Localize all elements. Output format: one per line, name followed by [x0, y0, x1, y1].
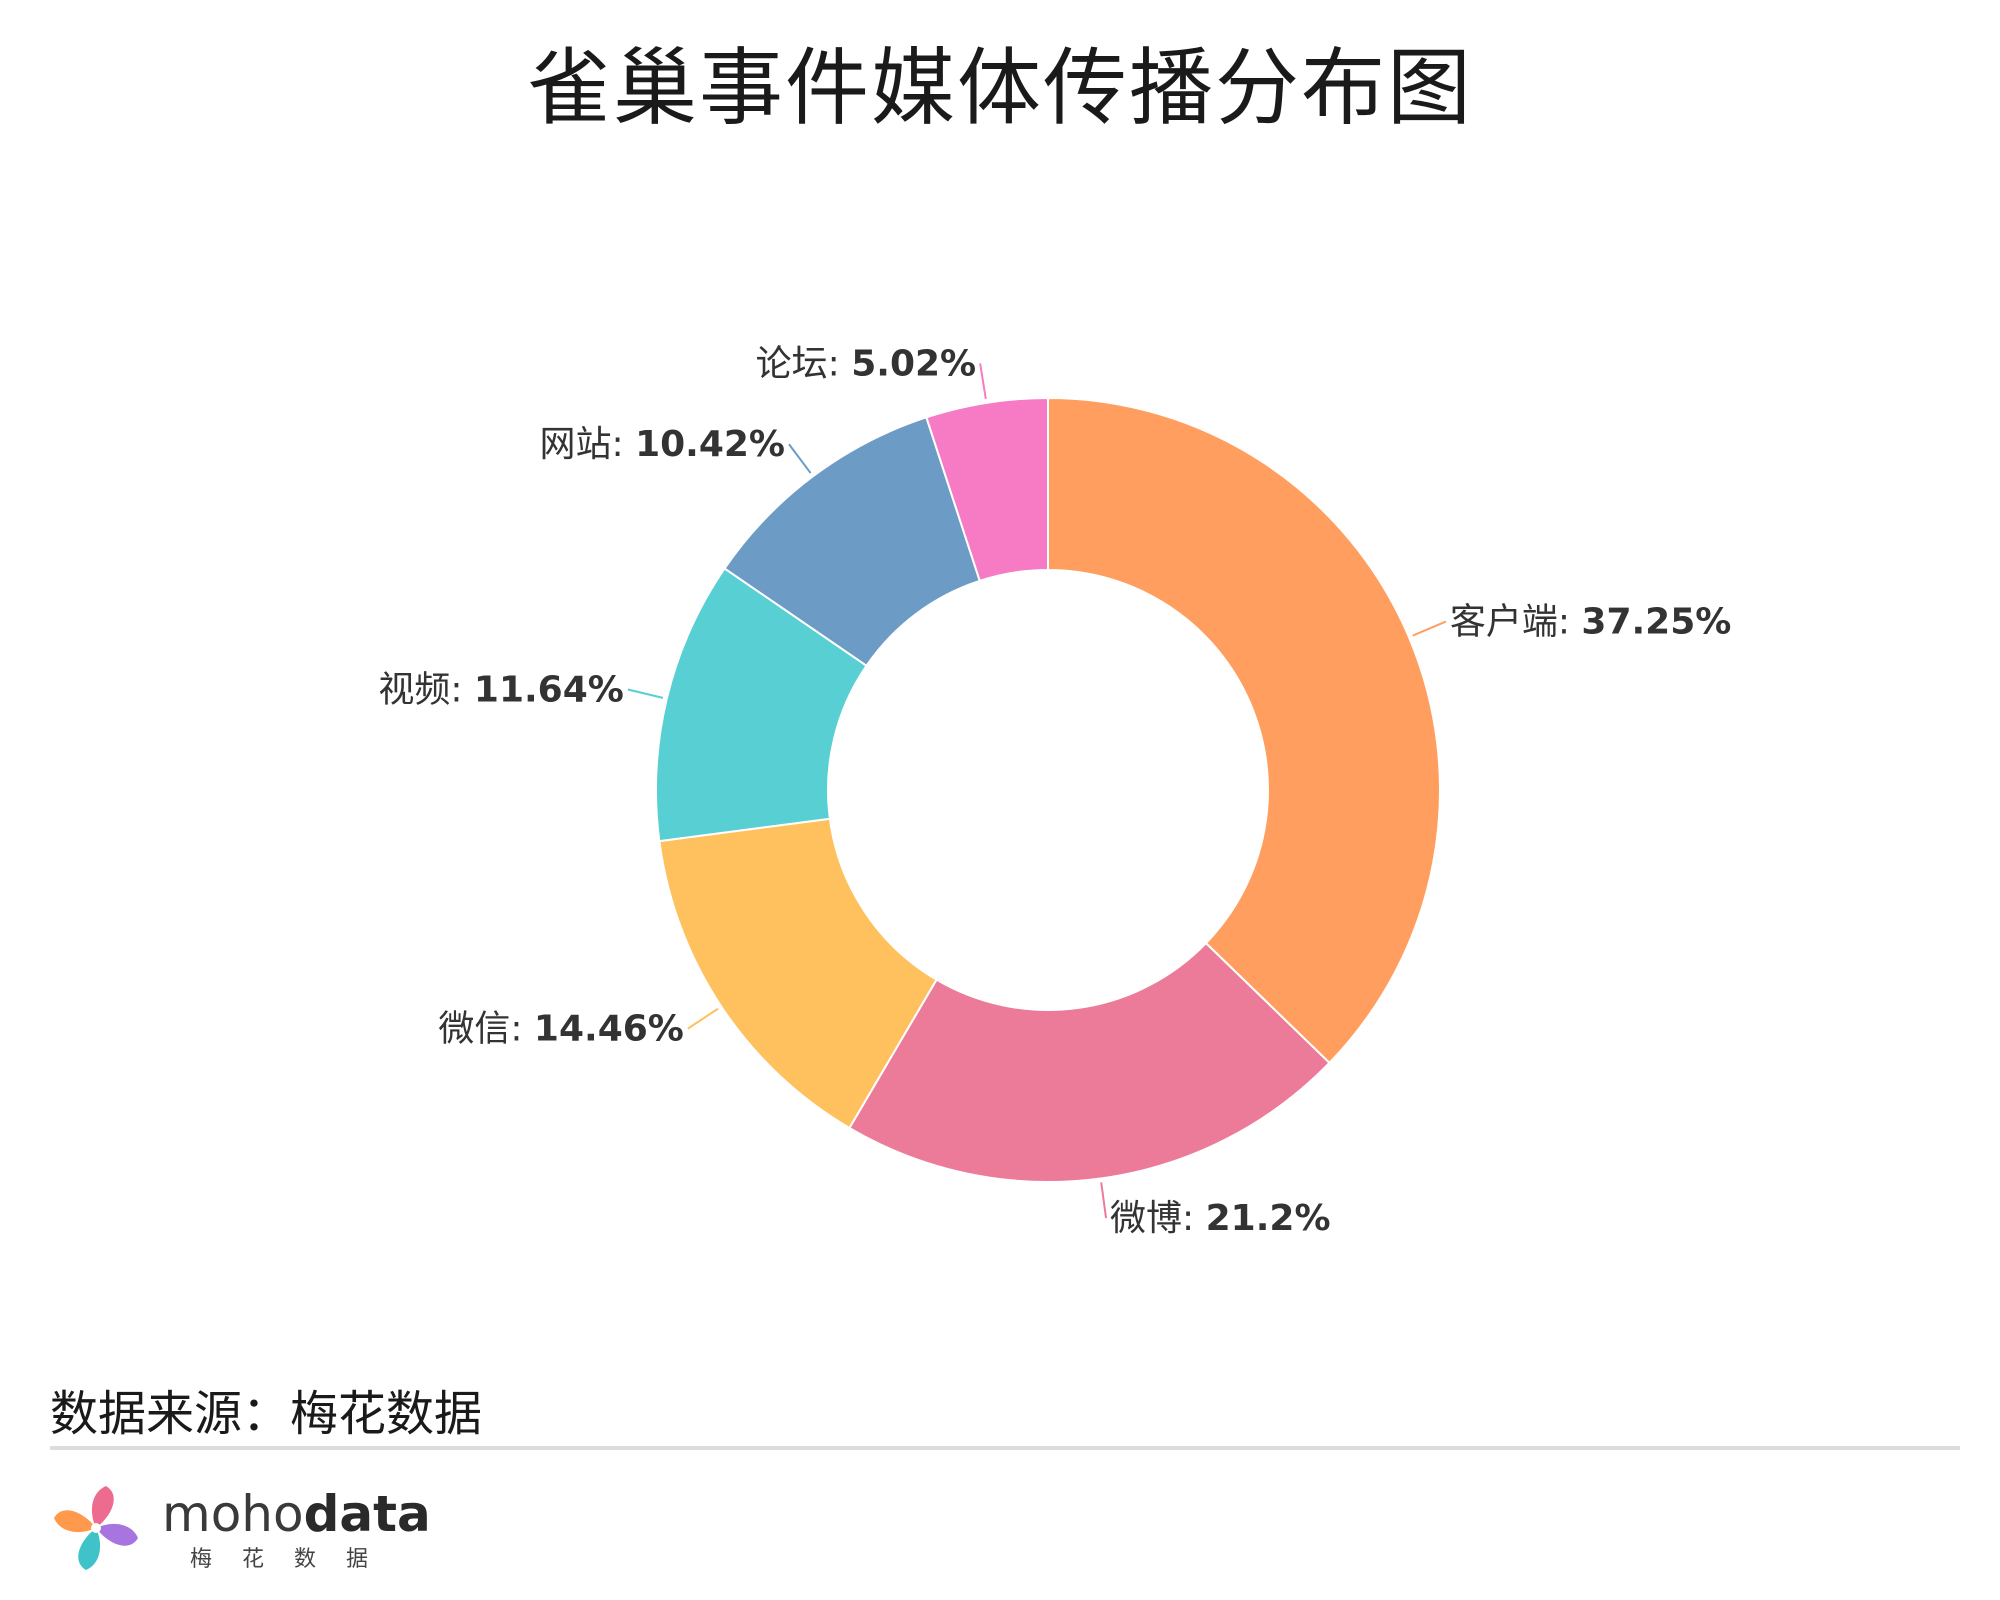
leader-line-4	[788, 443, 812, 474]
slice-label-0: 客户端: 37.25%	[1450, 602, 1732, 643]
slice-label-2: 微信: 14.46%	[438, 1009, 684, 1050]
chart-title: 雀巢事件媒体传播分布图	[526, 39, 1473, 137]
donut-chart: 客户端: 37.25% 微博: 21.2% 微信: 14.46% 视频: 11.64%…	[378, 343, 1731, 1239]
leader-line-0	[1412, 620, 1447, 637]
slice-5	[925, 396, 1049, 583]
leader-line-3	[627, 688, 664, 699]
leader-line-1	[1100, 1182, 1108, 1219]
slice-label-5: 论坛: 5.02%	[756, 343, 976, 384]
slice-labels: 客户端: 37.25% 微博: 21.2% 微信: 14.46% 视频: 11.64%…	[378, 343, 1731, 1239]
slice-label-1: 微博: 21.2%	[1110, 1198, 1330, 1239]
brand-wordmark-light: moho	[162, 1485, 304, 1543]
slice-label-4: 网站: 10.42%	[539, 424, 785, 465]
data-source-note: 数据来源：梅花数据	[50, 1386, 483, 1442]
donut-slices	[655, 396, 1441, 1183]
pinwheel-logo-icon	[54, 1486, 138, 1570]
brand-wordmark: mohodata	[162, 1486, 431, 1542]
label-leader-lines	[627, 363, 1447, 1219]
leader-line-2	[687, 1007, 719, 1030]
brand-subtitle: 梅花数据	[190, 1547, 399, 1572]
leader-line-5	[979, 363, 987, 400]
brand-wordmark-bold: data	[303, 1485, 431, 1543]
slice-1	[848, 941, 1331, 1183]
slice-label-3: 视频: 11.64%	[378, 669, 624, 710]
slice-0	[1047, 396, 1441, 1065]
slice-2	[658, 817, 938, 1130]
footer-divider	[50, 1446, 1960, 1450]
